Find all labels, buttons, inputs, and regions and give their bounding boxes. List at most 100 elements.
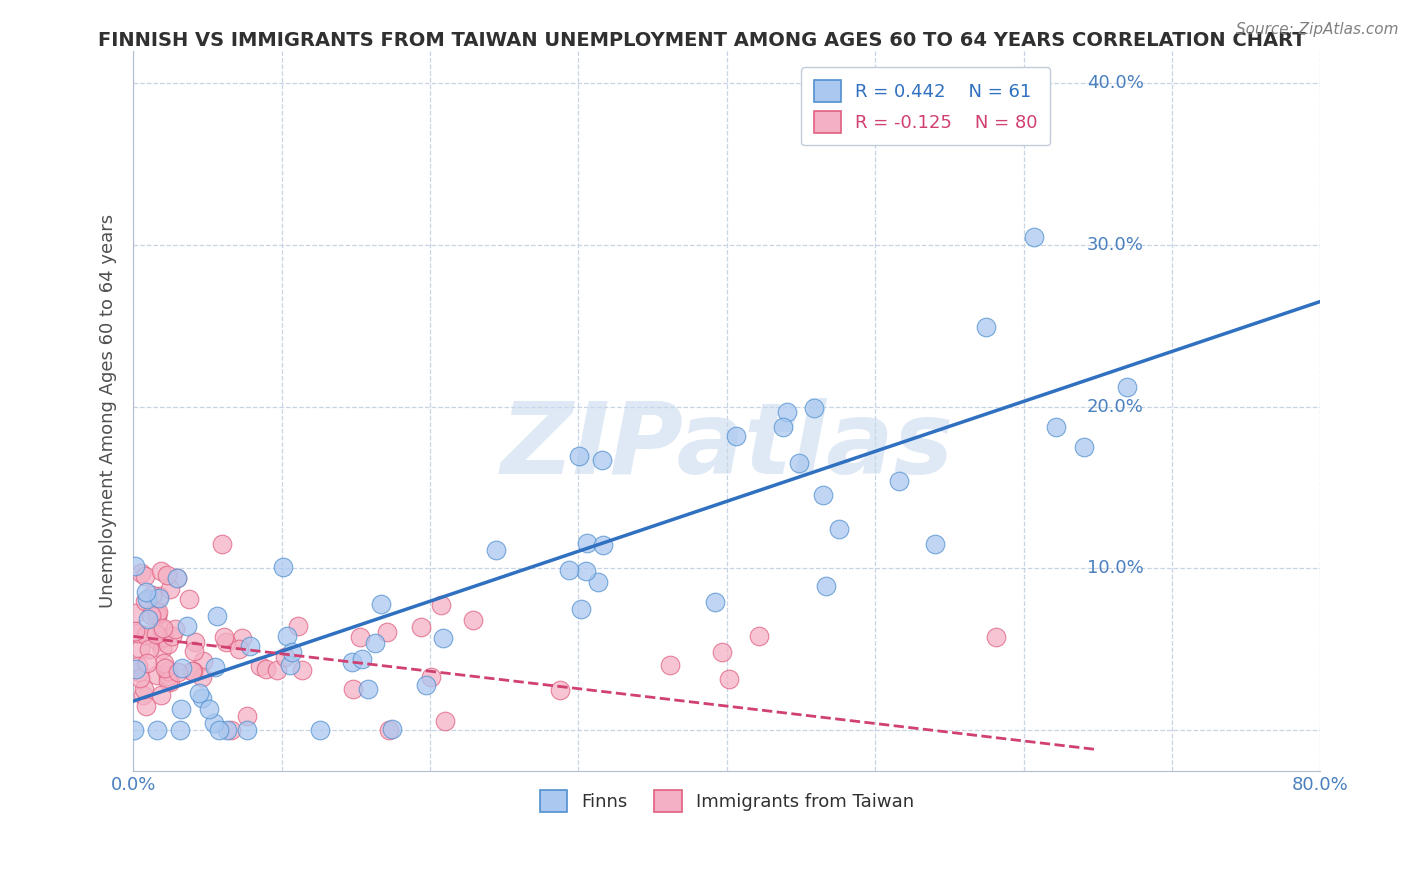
Point [485,543,508,558]
Point [150,622,173,636]
Point [276,629,298,643]
Point [239,640,262,654]
Point [375,624,398,639]
Point [461,613,484,627]
Point [169,723,191,738]
Point [134,569,156,583]
Point [127,626,149,640]
Point [889,474,911,488]
Point [191,670,214,684]
Point [145,667,167,681]
Point [429,599,451,613]
Point [141,588,163,602]
Point [381,722,404,736]
Point [179,592,201,607]
Point [710,645,733,659]
Point [370,597,392,611]
Point [166,571,188,585]
Point [342,682,364,697]
Point [157,669,180,683]
Point [787,457,810,471]
Point [136,612,159,626]
Point [725,429,748,443]
Point [129,671,152,685]
Text: ZIPatlas: ZIPatlas [501,398,953,495]
Point [190,691,212,706]
Point [160,629,183,643]
Point [291,663,314,677]
Point [772,420,794,434]
Point [266,663,288,677]
Point [170,702,193,716]
Point [550,683,572,698]
Text: 40.0%: 40.0% [1087,74,1143,92]
Point [212,631,235,645]
Point [166,665,188,679]
Point [139,608,162,623]
Point [231,631,253,645]
Point [181,664,204,678]
Point [191,654,214,668]
Point [135,698,157,713]
Point [717,672,740,686]
Point [271,560,294,574]
Point [155,568,177,582]
Point [1045,419,1067,434]
Point [149,564,172,578]
Point [350,652,373,666]
Y-axis label: Unemployment Among Ages 60 to 64 years: Unemployment Among Ages 60 to 64 years [100,213,117,607]
Point [569,602,592,616]
Point [219,723,242,738]
Point [172,661,194,675]
Point [153,630,176,644]
Point [166,571,188,585]
Point [156,664,179,678]
Point [181,665,204,679]
Text: 20.0%: 20.0% [1087,398,1143,416]
Point [159,582,181,596]
Point [128,641,150,656]
Point [591,453,613,467]
Point [803,401,825,415]
Point [152,621,174,635]
Point [134,681,156,696]
Point [127,658,149,673]
Point [281,645,304,659]
Point [409,620,432,634]
Point [776,405,799,419]
Point [703,595,725,609]
Point [198,701,221,715]
Point [363,636,385,650]
Point [183,644,205,658]
Point [924,536,946,550]
Point [811,488,834,502]
Point [228,641,250,656]
Point [287,618,309,632]
Point [146,605,169,619]
Point [184,635,207,649]
Point [128,665,150,679]
Point [349,630,371,644]
Point [202,716,225,731]
Point [1022,229,1045,244]
Point [145,607,167,622]
Point [592,538,614,552]
Point [207,723,229,738]
Point [132,688,155,702]
Text: FINNISH VS IMMIGRANTS FROM TAIWAN UNEMPLOYMENT AMONG AGES 60 TO 64 YEARS CORRELA: FINNISH VS IMMIGRANTS FROM TAIWAN UNEMPL… [98,31,1306,50]
Point [415,678,437,692]
Point [134,594,156,608]
Point [153,661,176,675]
Text: 30.0%: 30.0% [1087,235,1143,254]
Point [976,320,998,334]
Point [145,607,167,622]
Point [157,637,180,651]
Point [280,658,302,673]
Point [827,522,849,536]
Point [165,623,187,637]
Point [150,642,173,657]
Point [131,566,153,580]
Point [145,627,167,641]
Legend: Finns, Immigrants from Taiwan: Finns, Immigrants from Taiwan [526,775,928,827]
Point [159,675,181,690]
